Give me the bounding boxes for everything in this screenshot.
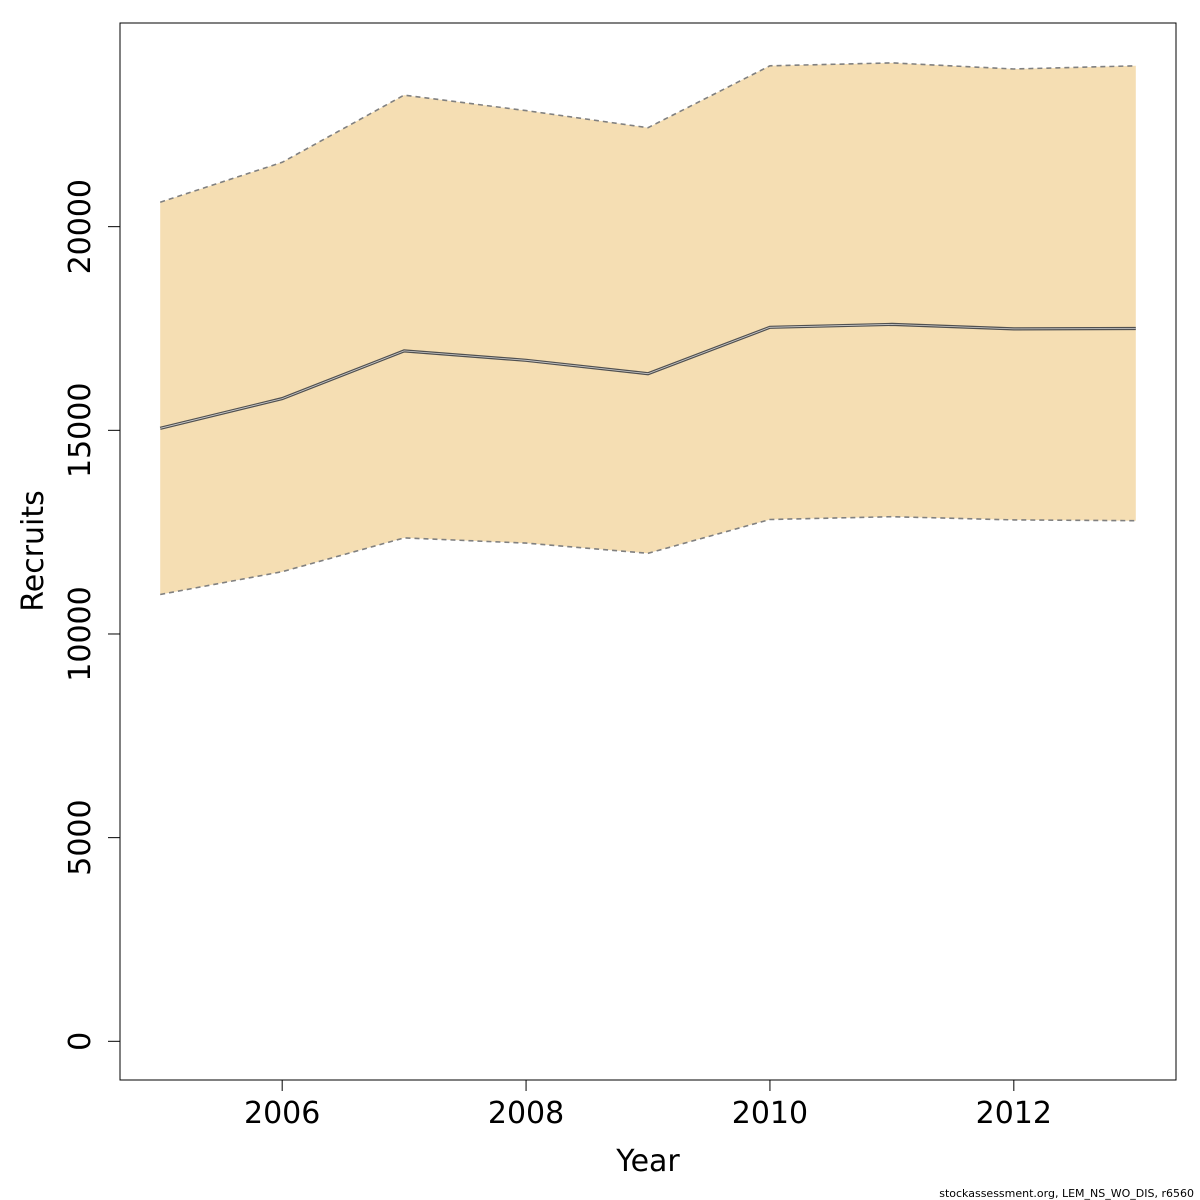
credit-text: stockassessment.org, LEM_NS_WO_DIS, r656… bbox=[939, 1187, 1194, 1200]
y-tick-label: 20000 bbox=[63, 179, 98, 274]
x-tick-label: 2008 bbox=[488, 1096, 564, 1131]
y-tick-label: 15000 bbox=[63, 383, 98, 478]
y-axis: 0 5000 10000 15000 20000 bbox=[63, 179, 120, 1051]
x-axis: 2006 2008 2010 2012 bbox=[244, 1080, 1052, 1131]
plot-frame bbox=[119, 22, 1177, 1081]
x-tick-label: 2006 bbox=[244, 1096, 320, 1131]
y-axis-title: Recruits bbox=[16, 490, 51, 612]
plot-area bbox=[159, 62, 1136, 596]
x-axis-title: Year bbox=[615, 1144, 680, 1179]
lower-bound-line bbox=[160, 515, 1136, 596]
x-tick-label: 2012 bbox=[976, 1096, 1052, 1131]
y-tick-label: 10000 bbox=[63, 586, 98, 681]
x-tick-label: 2010 bbox=[732, 1096, 808, 1131]
y-tick-label: 5000 bbox=[63, 799, 98, 875]
estimate-line-inner bbox=[160, 323, 1136, 429]
y-tick-label: 0 bbox=[63, 1032, 98, 1051]
upper-bound-line bbox=[159, 62, 1136, 203]
confidence-band bbox=[160, 62, 1136, 595]
